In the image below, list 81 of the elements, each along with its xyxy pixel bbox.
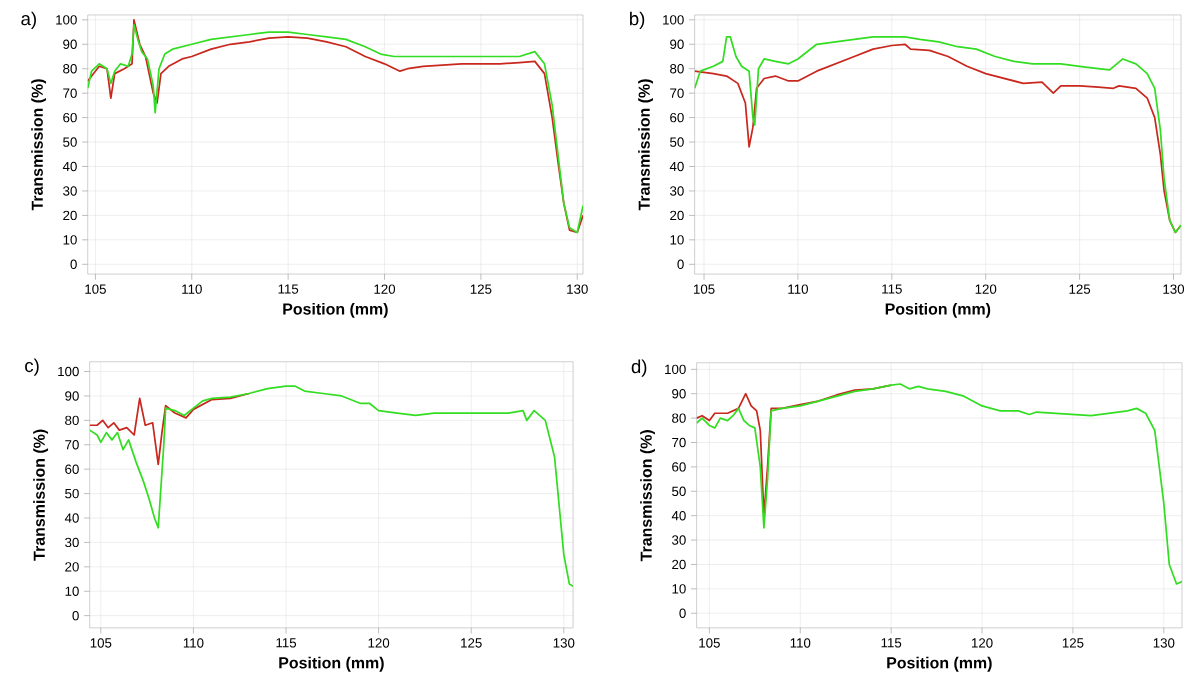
y-tick-label: 70 — [670, 88, 684, 99]
x-axis-title: Position (mm) — [279, 656, 384, 672]
chart-title: a) — [21, 11, 36, 30]
y-tick-label: 30 — [672, 535, 686, 545]
y-tick-label: 40 — [669, 161, 684, 172]
x-tick-label: 130 — [567, 284, 588, 294]
y-tick-label: 90 — [65, 391, 79, 401]
x-axis-title: Position (mm) — [283, 303, 388, 318]
y-tick-label: 80 — [672, 413, 686, 423]
y-tick-label: 40 — [64, 513, 79, 523]
y-tick-label: 10 — [670, 235, 684, 245]
x-tick-label: 125 — [461, 638, 482, 648]
x-tick-label: 115 — [882, 284, 902, 294]
y-tick-label: 60 — [65, 464, 79, 475]
y-tick-label: 60 — [670, 113, 684, 123]
y-axis-title: Transmission (%) — [31, 79, 47, 211]
y-tick-label: 80 — [670, 64, 684, 74]
y-tick-label: 50 — [65, 489, 79, 499]
x-tick-label: 125 — [470, 284, 492, 294]
y-tick-label: 40 — [671, 511, 686, 521]
y-tick-label: 90 — [672, 389, 686, 399]
y-axis-title: Transmission (%) — [33, 429, 49, 561]
x-tick-label: 105 — [693, 284, 715, 294]
y-tick-label: 70 — [672, 437, 686, 448]
y-tick-label: 30 — [65, 537, 79, 548]
y-tick-label: 20 — [65, 562, 79, 572]
y-tick-label: 100 — [665, 364, 686, 375]
chart-title: d) — [631, 359, 647, 377]
y-tick-label: 50 — [672, 486, 686, 497]
y-tick-label: 90 — [670, 39, 684, 50]
y-tick-label: 80 — [63, 64, 77, 74]
y-tick-label: 70 — [65, 440, 79, 450]
y-tick-label: 60 — [63, 113, 77, 123]
x-tick-label: 130 — [1153, 638, 1175, 648]
x-tick-label: 120 — [971, 638, 993, 648]
y-tick-label: 90 — [63, 39, 77, 50]
y-tick-label: 0 — [72, 611, 79, 621]
x-tick-label: 110 — [790, 638, 811, 648]
x-tick-label: 110 — [182, 284, 202, 294]
y-tick-label: 10 — [63, 235, 77, 245]
x-tick-label: 115 — [881, 638, 902, 648]
y-tick-label: 100 — [663, 15, 684, 25]
y-axis-title: Transmission (%) — [640, 430, 655, 562]
x-tick-label: 120 — [374, 284, 396, 294]
x-tick-label: 125 — [1069, 284, 1091, 294]
y-tick-label: 30 — [63, 186, 77, 196]
x-tick-label: 110 — [788, 284, 809, 294]
x-tick-label: 110 — [183, 638, 204, 648]
y-tick-label: 20 — [670, 210, 684, 221]
y-tick-label: 50 — [670, 137, 684, 147]
y-tick-label: 0 — [679, 608, 686, 619]
x-tick-label: 120 — [975, 284, 997, 294]
x-tick-label: 130 — [553, 638, 575, 648]
chart-title: b) — [630, 11, 645, 30]
y-tick-label: 100 — [56, 15, 77, 25]
chart-title: c) — [25, 358, 39, 376]
x-tick-label: 125 — [1062, 638, 1084, 648]
y-tick-label: 20 — [672, 559, 686, 570]
x-axis-title: Position (mm) — [887, 656, 992, 672]
y-tick-label: 60 — [672, 462, 686, 472]
x-tick-label: 115 — [276, 638, 297, 648]
x-tick-label: 130 — [1163, 284, 1185, 294]
y-tick-label: 20 — [63, 210, 77, 221]
x-tick-label: 105 — [85, 284, 106, 294]
y-tick-label: 70 — [63, 88, 77, 99]
y-tick-label: 40 — [62, 161, 77, 172]
x-tick-label: 105 — [699, 638, 720, 648]
x-axis-title: Position (mm) — [885, 303, 991, 318]
x-tick-label: 115 — [278, 284, 299, 294]
x-tick-label: 105 — [90, 638, 112, 648]
y-tick-label: 100 — [58, 366, 79, 377]
y-axis-title: Transmission (%) — [638, 79, 653, 211]
x-tick-label: 120 — [368, 638, 390, 648]
y-tick-label: 0 — [70, 259, 77, 270]
y-tick-label: 10 — [65, 586, 79, 597]
y-tick-label: 30 — [670, 186, 684, 196]
y-tick-label: 50 — [63, 137, 77, 147]
line-series — [89, 392, 250, 466]
y-tick-label: 80 — [65, 415, 79, 426]
y-tick-label: 10 — [672, 584, 686, 594]
y-tick-label: 0 — [677, 259, 684, 270]
